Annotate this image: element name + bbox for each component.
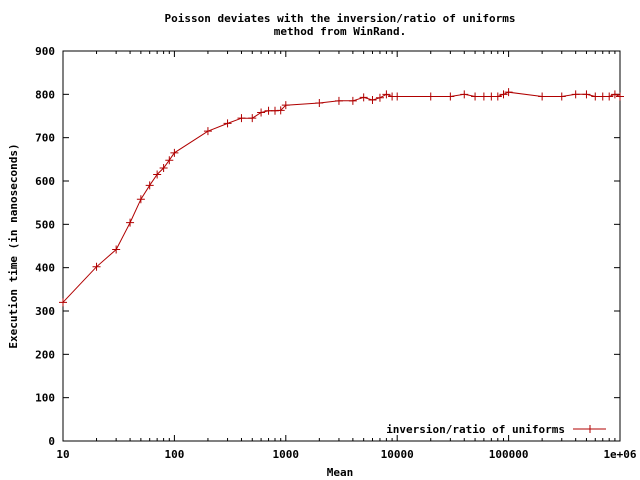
data-point	[170, 148, 179, 157]
data-point	[610, 90, 619, 99]
data-point	[616, 92, 624, 101]
data-point	[571, 90, 580, 99]
data-point	[375, 93, 384, 102]
x-tick-label: 100	[164, 448, 184, 461]
y-tick-label: 400	[35, 262, 55, 275]
x-tick-label: 10000	[381, 448, 414, 461]
data-point	[112, 245, 121, 254]
y-tick-label: 300	[35, 305, 55, 318]
data-point	[504, 88, 513, 97]
plot-frame	[62, 50, 621, 442]
data-point	[368, 95, 377, 104]
legend-marker	[586, 425, 594, 433]
data-point	[460, 90, 469, 99]
data-point	[203, 127, 212, 136]
data-point	[276, 106, 285, 115]
data-point	[315, 99, 324, 107]
y-tick-label: 200	[35, 348, 55, 361]
y-tick-label: 900	[35, 45, 55, 58]
data-point	[159, 164, 168, 172]
y-tick-label: 0	[48, 435, 55, 448]
data-point	[493, 92, 502, 101]
x-axis-label: Mean	[327, 466, 354, 479]
data-point	[165, 156, 174, 165]
x-tick-label: 10	[56, 448, 69, 461]
data-point	[92, 262, 101, 271]
data-point	[248, 114, 257, 123]
data-point	[348, 96, 357, 105]
data-point	[426, 92, 435, 101]
data-point	[59, 298, 67, 307]
data-point	[136, 195, 145, 204]
y-axis-label: Execution time (in nanoseconds)	[7, 143, 20, 348]
y-tick-label: 500	[35, 218, 55, 231]
data-point	[393, 92, 402, 101]
y-tick-label: 700	[35, 132, 55, 145]
data-point	[126, 218, 135, 227]
x-tick-label: 1000	[273, 448, 300, 461]
data-point	[538, 92, 547, 101]
chart-title-line2: method from WinRand.	[274, 25, 406, 38]
data-point	[281, 101, 290, 110]
data-point	[446, 92, 455, 101]
data-point	[479, 92, 488, 101]
legend: inversion/ratio of uniforms	[386, 423, 606, 436]
y-axis: 0 100 200 300 400 500 600 700 800 900	[35, 45, 620, 448]
data-point	[257, 108, 266, 117]
data-point	[334, 96, 343, 105]
y-tick-label: 800	[35, 88, 55, 101]
data-point	[499, 90, 508, 99]
series-group	[59, 88, 624, 307]
y-tick-label: 600	[35, 175, 55, 188]
legend-label: inversion/ratio of uniforms	[386, 423, 565, 436]
data-point	[145, 181, 154, 190]
chart-title-line1: Poisson deviates with the inversion/rati…	[165, 12, 516, 25]
y-tick-label: 100	[35, 392, 55, 405]
data-point	[237, 114, 246, 123]
data-point	[471, 92, 480, 101]
data-point	[557, 92, 566, 101]
data-point	[605, 92, 614, 101]
data-point	[223, 119, 232, 128]
x-axis: 10 100 1000 10000 100000 1e+06	[56, 51, 637, 461]
x-tick-label: 1e+06	[603, 448, 636, 461]
data-point	[582, 90, 591, 99]
data-point	[359, 93, 368, 102]
x-tick-label: 100000	[489, 448, 529, 461]
data-point	[591, 92, 600, 101]
series-line	[62, 91, 621, 303]
data-point	[382, 90, 391, 99]
data-point	[153, 170, 162, 179]
